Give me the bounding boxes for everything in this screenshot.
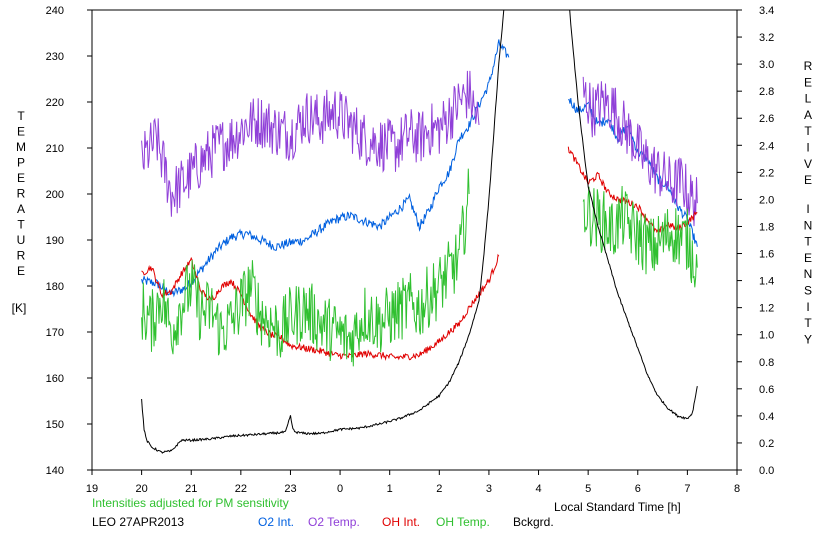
left-label-letter: E	[17, 264, 25, 278]
x-axis-label: Local Standard Time [h]	[554, 500, 681, 514]
right-label-letter: R	[804, 59, 813, 73]
right-tick-label: 1.2	[759, 303, 774, 315]
x-tick-label: 8	[734, 483, 740, 495]
x-tick-label: 7	[684, 483, 690, 495]
series-line-bckgrd	[141, 10, 698, 454]
x-tick-label: 4	[535, 483, 541, 495]
right-tick-label: 3.4	[759, 5, 774, 17]
left-tick-label: 240	[46, 5, 64, 17]
legend-oh-int: OH Int.	[382, 515, 420, 529]
right-tick-label: 1.8	[759, 221, 774, 233]
x-tick-label: 5	[585, 483, 591, 495]
right-label-letter: V	[804, 157, 812, 171]
right-label-letter: T	[804, 124, 812, 138]
right-tick-label: 2.6	[759, 113, 774, 125]
x-tick-label: 0	[337, 483, 343, 495]
right-label-letter: N	[804, 218, 813, 232]
x-tick-label: 20	[135, 483, 147, 495]
right-label-letter: Y	[804, 332, 812, 346]
x-tick-label: 21	[185, 483, 197, 495]
left-tick-label: 150	[46, 419, 64, 431]
right-tick-label: 1.0	[759, 330, 774, 342]
left-label-letter: M	[16, 140, 26, 154]
left-tick-label: 210	[46, 143, 64, 155]
x-tick-label: 6	[635, 483, 641, 495]
right-tick-label: 1.4	[759, 276, 774, 288]
left-tick-label: 190	[46, 235, 64, 247]
right-label-letter: L	[805, 92, 812, 106]
left-label-letter: T	[17, 109, 25, 123]
right-tick-label: 0.2	[759, 438, 774, 450]
right-tick-label: 0.4	[759, 411, 774, 423]
x-tick-label: 1	[387, 483, 393, 495]
left-tick-label: 200	[46, 189, 64, 201]
right-label-letter: A	[804, 108, 812, 122]
left-label-letter: T	[17, 218, 25, 232]
right-tick-label: 0.6	[759, 384, 774, 396]
legend-o2-int: O2 Int.	[258, 515, 294, 529]
right-tick-label: 3.0	[759, 59, 774, 71]
left-label-letter: R	[17, 187, 26, 201]
left-axis-unit: [K]	[12, 301, 27, 315]
left-tick-label: 170	[46, 327, 64, 339]
right-label-letter: E	[804, 173, 812, 187]
right-tick-label: 2.2	[759, 167, 774, 179]
left-tick-label: 160	[46, 373, 64, 385]
left-tick-label: 220	[46, 97, 64, 109]
left-tick-label: 140	[46, 465, 64, 477]
x-axis-ticks: 19 20 21 22 23 0 1 2 3 4 5 6 7 8	[86, 470, 740, 495]
legend-background: Bckgrd.	[513, 515, 554, 529]
left-label-letter: A	[17, 202, 25, 216]
right-label-letter: E	[804, 251, 812, 265]
right-label-letter: N	[804, 267, 813, 281]
left-label-letter: E	[17, 171, 25, 185]
right-axis-ticks: 0.0 0.2 0.4 0.6 0.8 1.0 1.2 1.4 1.6 1.8 2.0 2.2 2.4 2…	[737, 5, 774, 477]
right-label-letter: I	[806, 202, 809, 216]
right-label-letter: I	[806, 141, 809, 155]
right-tick-label: 2.8	[759, 86, 774, 98]
x-tick-label: 2	[436, 483, 442, 495]
series-line-o2-temp	[141, 70, 698, 227]
left-axis-ticks: 140 150 160 170 180 190 200 210 220 230 240	[46, 5, 92, 477]
right-label-letter: T	[804, 235, 812, 249]
x-tick-label: 3	[486, 483, 492, 495]
right-tick-label: 0.0	[759, 465, 774, 477]
right-tick-label: 1.6	[759, 249, 774, 261]
right-label-letter: E	[804, 75, 812, 89]
right-label-letter: I	[806, 300, 809, 314]
left-label-letter: R	[17, 249, 26, 263]
right-label-letter: S	[804, 284, 812, 298]
right-label-letter: T	[804, 316, 812, 330]
series-layer	[141, 10, 698, 454]
right-tick-label: 3.2	[759, 32, 774, 44]
x-tick-label: 19	[86, 483, 98, 495]
series-line-oh-temp	[141, 168, 698, 367]
legend-o2-temp: O2 Temp.	[308, 515, 360, 529]
sensitivity-note: Intensities adjusted for PM sensitivity	[92, 496, 289, 510]
left-label-letter: E	[17, 125, 25, 139]
left-tick-label: 180	[46, 281, 64, 293]
x-tick-label: 22	[235, 483, 247, 495]
right-tick-label: 2.0	[759, 194, 774, 206]
x-tick-label: 23	[284, 483, 296, 495]
right-tick-label: 0.8	[759, 357, 774, 369]
right-tick-label: 2.4	[759, 140, 774, 152]
left-label-letter: U	[17, 233, 26, 247]
station-date-label: LEO 27APR2013	[92, 515, 184, 529]
series-line-o2-int	[141, 39, 698, 298]
legend-oh-temp: OH Temp.	[436, 515, 490, 529]
left-label-letter: P	[17, 156, 25, 170]
left-tick-label: 230	[46, 51, 64, 63]
